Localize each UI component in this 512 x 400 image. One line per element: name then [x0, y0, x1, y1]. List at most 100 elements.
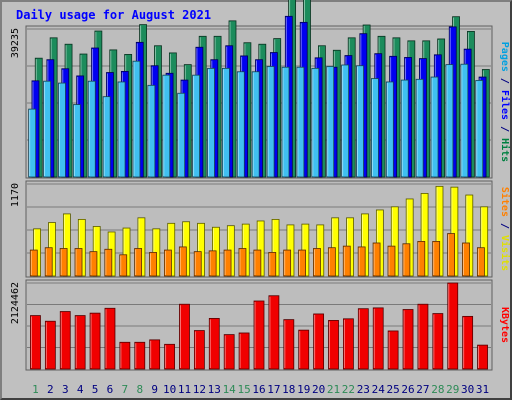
bar-pages-2 — [43, 80, 51, 178]
bar-kbytes-21 — [328, 320, 339, 370]
legend-kbytes: KBytes — [499, 307, 510, 343]
x-tick-label: 8 — [136, 383, 143, 396]
bar-pages-11 — [177, 92, 186, 178]
bar-pages-10 — [162, 74, 171, 178]
bar-sites-2 — [44, 247, 53, 277]
bar-pages-12 — [192, 74, 200, 178]
bar-kbytes-17 — [268, 295, 280, 370]
legend-entry-hits-0: Pages — [499, 42, 510, 72]
legend-entry-hits-3: / — [499, 120, 510, 138]
bar-sites-3 — [59, 248, 68, 277]
legend-entry-kbytes-0: KBytes — [499, 307, 510, 343]
bar-sites-14 — [223, 249, 232, 277]
legend-entry-hits-1: / — [499, 72, 510, 90]
bar-kbytes-28 — [432, 313, 444, 370]
x-tick-label: 26 — [401, 383, 414, 396]
bar-sites-11 — [178, 246, 187, 277]
bar-sites-4 — [74, 248, 83, 277]
bar-kbytes-16 — [253, 300, 265, 370]
x-tick-label: 28 — [431, 383, 444, 396]
bar-pages-16 — [251, 71, 260, 178]
panel-visits: 1170 Sites / Visits — [10, 180, 511, 278]
bar-pages-17 — [266, 66, 275, 178]
y-max-label-hits: 39235 — [10, 28, 21, 58]
bar-pages-8 — [132, 60, 141, 178]
bar-sites-18 — [283, 249, 292, 277]
bar-kbytes-12 — [193, 330, 205, 370]
bar-sites-21 — [327, 247, 336, 277]
bar-kbytes-13 — [208, 317, 220, 370]
bar-kbytes-30 — [462, 315, 474, 370]
bar-pages-21 — [326, 66, 335, 178]
bar-sites-7 — [119, 254, 128, 277]
bar-sites-31 — [476, 247, 485, 277]
bar-pages-9 — [147, 84, 156, 178]
x-tick-label: 20 — [312, 383, 325, 396]
panel-hits: 39235 Pages / Files / Hits — [10, 0, 511, 179]
bar-pages-4 — [72, 104, 81, 178]
x-tick-label: 21 — [327, 383, 340, 396]
bar-pages-27 — [415, 78, 424, 178]
bar-kbytes-24 — [372, 307, 384, 370]
x-tick-label: 6 — [107, 383, 114, 396]
bar-pages-31 — [475, 80, 484, 178]
y-max-label-visits: 1170 — [10, 183, 21, 207]
bar-kbytes-9 — [149, 339, 161, 370]
bar-kbytes-6 — [104, 307, 116, 370]
bar-pages-13 — [207, 67, 215, 178]
series-kbytes — [30, 282, 488, 370]
bar-kbytes-5 — [89, 312, 101, 370]
bar-pages-24 — [371, 78, 379, 178]
bar-kbytes-29 — [447, 282, 459, 370]
x-tick-label: 4 — [77, 383, 84, 396]
bar-sites-19 — [298, 249, 306, 277]
bar-sites-12 — [193, 251, 202, 277]
bar-sites-22 — [342, 245, 351, 277]
bar-kbytes-8 — [134, 341, 146, 370]
bar-sites-23 — [357, 246, 366, 277]
chart-panels: 39235 Pages / Files / Hits 1170 Sites / Vis… — [10, 0, 511, 371]
bar-sites-24 — [372, 242, 381, 277]
bar-sites-9 — [149, 252, 157, 277]
bar-sites-27 — [417, 241, 426, 277]
bar-sites-28 — [432, 241, 441, 277]
x-tick-label: 2 — [47, 383, 54, 396]
x-tick-label: 10 — [163, 383, 176, 396]
x-tick-label: 23 — [357, 383, 370, 396]
bar-sites-26 — [402, 243, 411, 277]
x-tick-label: 15 — [237, 383, 250, 396]
bar-sites-1 — [29, 249, 38, 277]
bar-pages-22 — [341, 64, 350, 178]
bar-kbytes-20 — [313, 313, 325, 370]
x-axis-tick-labels: 1 2 3 4 5 6 7 8 9 10 11 12 13 14 15 16 17 18 19 20 21 22 23 24 2… — [32, 383, 489, 396]
x-tick-label: 1 — [32, 383, 39, 396]
series-pages — [28, 60, 484, 178]
x-tick-label: 12 — [193, 383, 206, 396]
x-tick-label: 30 — [461, 383, 474, 396]
legend-entry-hits-4: Hits — [499, 138, 511, 162]
bar-kbytes-4 — [74, 315, 86, 370]
legend-entry-visits-1: / — [499, 217, 510, 235]
bar-sites-29 — [447, 233, 455, 277]
bar-pages-20 — [311, 67, 320, 178]
legend-hits: Pages / Files / Hits — [499, 42, 511, 162]
x-tick-label: 16 — [252, 383, 265, 396]
x-tick-label: 29 — [446, 383, 459, 396]
x-tick-label: 24 — [372, 383, 386, 396]
bar-sites-10 — [164, 249, 172, 277]
x-tick-label: 11 — [178, 383, 191, 396]
x-tick-label: 17 — [267, 383, 280, 396]
chart-title: Daily usage for August 2021 — [16, 8, 211, 22]
bar-pages-19 — [296, 66, 305, 178]
x-tick-label: 27 — [416, 383, 429, 396]
x-tick-label: 31 — [476, 383, 489, 396]
bar-sites-5 — [89, 251, 98, 277]
bar-kbytes-27 — [417, 303, 429, 370]
x-tick-label: 9 — [151, 383, 158, 396]
bar-pages-14 — [221, 67, 230, 178]
bar-pages-1 — [28, 108, 37, 178]
bar-sites-20 — [313, 248, 321, 277]
bar-kbytes-22 — [343, 318, 354, 370]
bar-sites-30 — [462, 242, 470, 277]
bar-kbytes-7 — [119, 341, 131, 370]
